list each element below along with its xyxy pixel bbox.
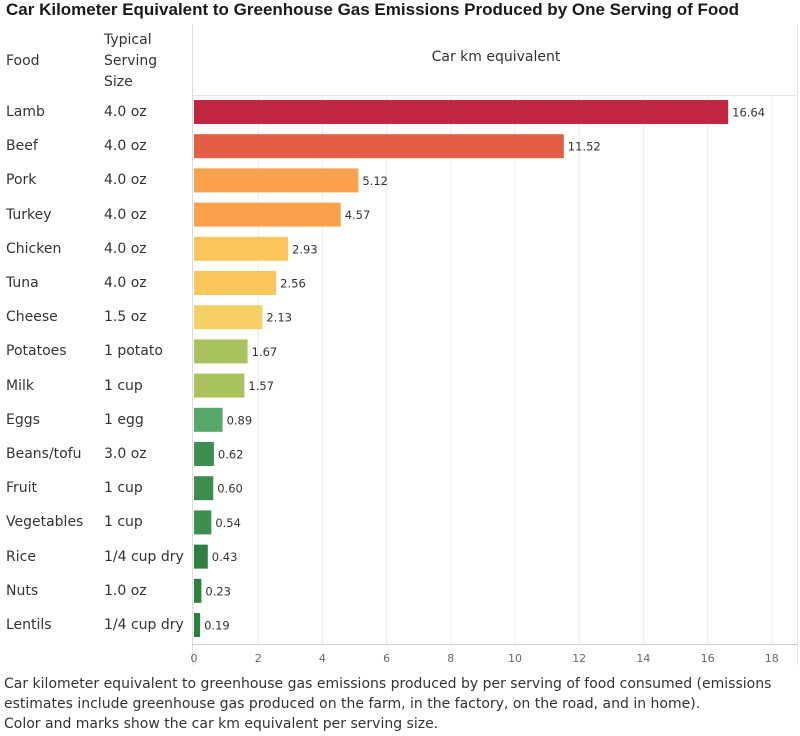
food-label: Fruit [6, 480, 38, 497]
serving-size-label: 1.0 oz [104, 582, 147, 599]
x-tick-label: 14 [636, 652, 650, 665]
serving-size-header-line: Typical [104, 32, 152, 48]
x-tick-label: 12 [572, 652, 586, 665]
bar [194, 134, 564, 159]
bar [194, 202, 341, 227]
bar [194, 544, 208, 569]
serving-size-label: 1 potato [104, 343, 163, 360]
bar-value-label: 0.62 [218, 448, 244, 462]
bar [194, 236, 289, 261]
food-label: Milk [6, 377, 34, 394]
bar [194, 100, 729, 124]
divider-right [797, 24, 798, 665]
bar-value-label: 0.89 [227, 413, 253, 427]
x-tick-label: 18 [765, 652, 779, 665]
food-label: Turkey [6, 206, 52, 223]
bar-value-label: 11.52 [568, 140, 601, 154]
food-label: Chicken [6, 240, 62, 257]
food-label: Vegetables [6, 514, 84, 531]
bar-column-header: Car km equivalent [431, 49, 561, 65]
x-axis-line [192, 644, 798, 645]
serving-size-label: 1 cup [104, 480, 143, 497]
serving-size-label: 4.0 oz [104, 138, 147, 155]
serving-size-label: 4.0 oz [104, 104, 147, 120]
chart-caption: Car kilometer equivalent to greenhouse g… [4, 674, 798, 734]
serving-size-label: 4.0 oz [104, 206, 147, 223]
bar [194, 407, 223, 432]
bar [194, 373, 245, 398]
x-tick-label: 2 [255, 652, 262, 665]
bar-value-label: 0.19 [204, 619, 230, 633]
serving-size-label: 1/4 cup dry [104, 548, 184, 565]
serving-size-label: 4.0 oz [104, 240, 147, 257]
serving-size-label: 1 cup [104, 514, 143, 531]
food-label: Beans/tofu [6, 446, 82, 462]
serving-size-header-line: Serving [104, 53, 158, 69]
food-label: Lamb [6, 104, 45, 120]
bar-value-label: 0.43 [212, 550, 238, 564]
serving-size-label: 4.0 oz [104, 275, 147, 291]
bar-value-label: 0.54 [215, 516, 241, 530]
serving-size-label: 4.0 oz [104, 172, 147, 189]
bar [194, 305, 263, 330]
chart-title: Car Kilometer Equivalent to Greenhouse G… [6, 0, 740, 19]
bar [194, 510, 212, 535]
bar [194, 442, 214, 466]
bar [194, 613, 201, 637]
x-tick-label: 10 [508, 652, 522, 665]
bar-value-label: 0.60 [217, 482, 243, 496]
bar [194, 168, 359, 193]
food-column-header: Food [6, 53, 40, 69]
x-tick-label: 6 [383, 652, 390, 665]
serving-size-label: 1/4 cup dry [104, 617, 184, 633]
bar [194, 578, 202, 603]
caption-line-1: Car kilometer equivalent to greenhouse g… [4, 676, 772, 712]
food-label: Potatoes [6, 343, 67, 360]
bar-value-label: 1.67 [252, 345, 278, 359]
bar-value-label: 2.93 [292, 242, 318, 256]
x-tick-label: 4 [319, 652, 326, 665]
bar [194, 271, 277, 295]
bar-value-label: 1.57 [248, 379, 274, 393]
serving-size-label: 3.0 oz [104, 446, 147, 462]
bar-value-label: 0.23 [205, 584, 231, 598]
bar [194, 339, 248, 364]
food-label: Nuts [6, 582, 39, 599]
food-label: Cheese [6, 309, 58, 326]
food-label: Eggs [6, 411, 40, 428]
bar-value-label: 2.13 [266, 311, 292, 325]
x-tick-label: 16 [701, 652, 715, 665]
serving-size-column-header: Typical Serving Size [104, 30, 184, 93]
header-divider [192, 95, 798, 96]
bar-value-label: 2.56 [280, 277, 306, 291]
bar-value-label: 4.57 [345, 208, 371, 222]
serving-size-label: 1 cup [104, 377, 143, 394]
food-label: Tuna [6, 275, 39, 291]
divider-left [192, 24, 193, 665]
food-label: Lentils [6, 617, 52, 633]
serving-size-header-line: Size [104, 74, 133, 90]
bar-value-label: 5.12 [362, 174, 388, 188]
caption-line-2: Color and marks show the car km equivale… [4, 716, 439, 732]
bar [194, 476, 214, 501]
serving-size-label: 1 egg [104, 411, 144, 428]
serving-size-label: 1.5 oz [104, 309, 147, 326]
food-label: Rice [6, 548, 36, 565]
bar-value-label: 16.64 [732, 106, 765, 120]
food-label: Beef [6, 138, 38, 155]
x-tick-label: 8 [447, 652, 454, 665]
food-label: Pork [6, 172, 37, 189]
x-tick-label: 0 [191, 652, 198, 665]
